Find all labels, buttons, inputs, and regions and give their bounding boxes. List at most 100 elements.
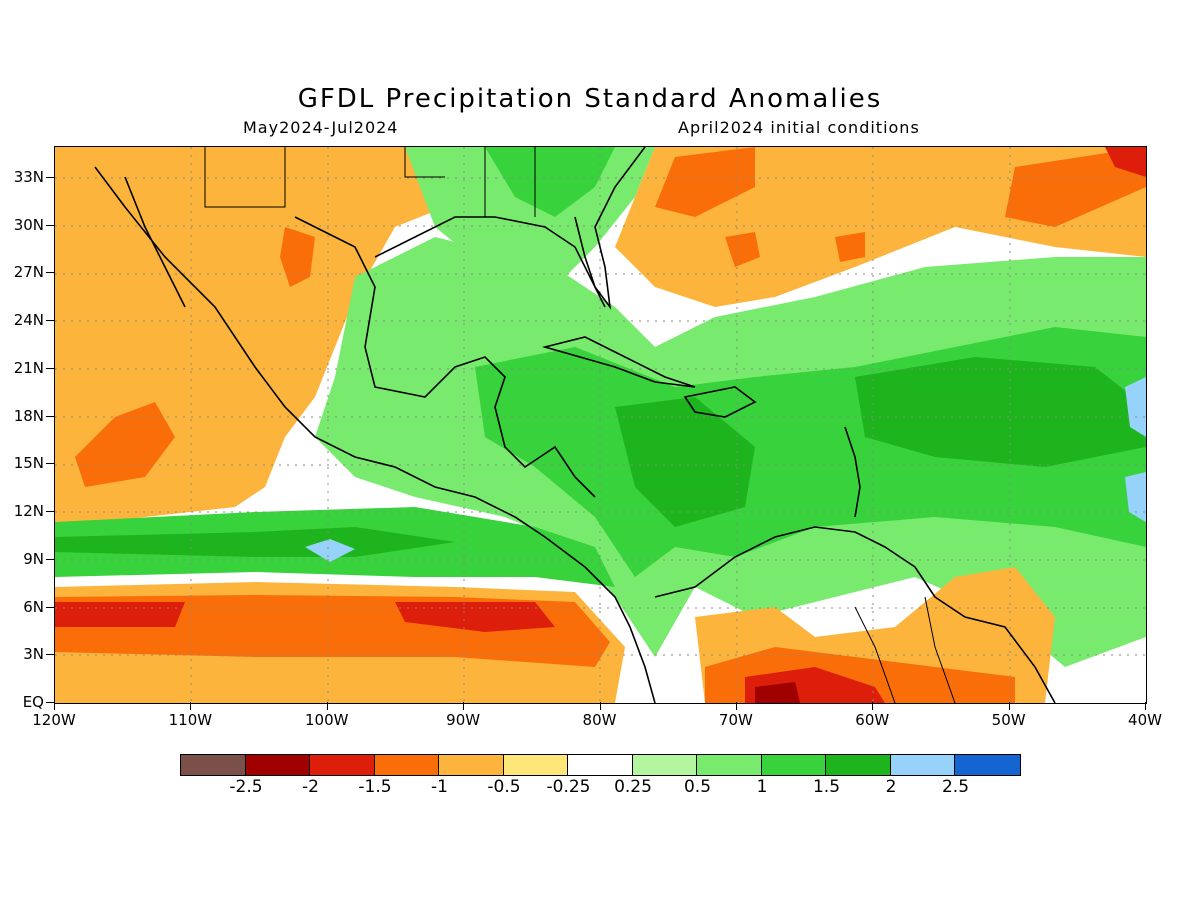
x-axis-tick: [1008, 702, 1010, 710]
coast-cuba: [541, 336, 696, 388]
x-axis-label: 40W: [1128, 711, 1162, 729]
x-axis-label: 100W: [305, 711, 349, 729]
colorbar-label: 1: [756, 777, 768, 797]
y-axis-tick: [46, 606, 54, 608]
y-axis-tick: [46, 511, 54, 513]
y-axis-tick: [46, 224, 54, 226]
y-axis-label: 27N: [13, 263, 44, 282]
y-axis-label: 30N: [13, 215, 44, 234]
wet-region-deep-2: [855, 357, 1146, 467]
y-axis-label: EQ: [22, 693, 44, 711]
colorbar-label: 0.25: [614, 777, 652, 797]
y-axis-tick: [46, 463, 54, 465]
map-canvas: [55, 147, 1146, 703]
colorbar-label: -2.5: [229, 777, 263, 797]
colorbar-label: 1.5: [812, 777, 841, 797]
dry-core-atlantic-4: [725, 232, 760, 267]
dry-band-south-deep: [55, 602, 185, 627]
y-axis-label: 33N: [13, 168, 44, 186]
colorbar-label: -1: [431, 777, 448, 797]
x-axis-label: 60W: [855, 711, 890, 729]
dry-region-mexico-light: [55, 187, 275, 467]
wet-region-florida-core: [485, 147, 615, 217]
anomaly-map: [54, 146, 1147, 704]
x-axis-label: 80W: [582, 711, 617, 729]
x-axis-label: 110W: [168, 711, 213, 729]
colorbar-swatch: [568, 755, 633, 775]
dry-core-atlantic-5: [835, 232, 865, 262]
y-axis-tick: [46, 558, 54, 560]
x-axis-tick: [1145, 702, 1146, 710]
y-axis-tick: [46, 272, 54, 274]
y-axis-tick: [46, 654, 54, 656]
initial-conditions: April2024 initial conditions: [678, 118, 920, 137]
coast-pacific-mexico: [94, 166, 656, 703]
colorbar-swatch: [632, 755, 697, 775]
wet-band-itcz-core: [55, 527, 455, 557]
graticule: [55, 147, 1146, 703]
dry-region-south-america-darkest: [755, 682, 800, 703]
colorbar-swatch: [245, 755, 310, 775]
colorbar-label: -1.5: [358, 777, 392, 797]
coast-south-america-north: [654, 526, 1056, 703]
dry-core-atlantic-3: [1105, 147, 1146, 177]
colorbar-swatch: [890, 755, 955, 775]
borders: [204, 147, 956, 703]
y-axis-label: 21N: [13, 358, 44, 377]
coastlines: [94, 147, 1056, 703]
colorbar-swatch: [761, 755, 826, 775]
y-axis-label: 12N: [13, 502, 44, 521]
y-axis-tick: [46, 177, 54, 178]
colorbar-label: -0.25: [546, 777, 591, 797]
y-axis-label: 9N: [23, 549, 44, 568]
wet-region-deep: [615, 397, 755, 527]
dry-core-atlantic-2: [1005, 147, 1146, 227]
colorbar-swatch: [955, 755, 1020, 775]
coast-lesser-antilles: [844, 426, 861, 518]
colorbar-swatch: [439, 755, 504, 775]
x-axis-label: 50W: [991, 711, 1026, 729]
chart-title: GFDL Precipitation Standard Anomalies: [297, 84, 883, 114]
wet-spot-blue-1: [1125, 377, 1146, 437]
y-axis-tick: [46, 320, 54, 322]
colorbar-label: 2: [885, 777, 897, 797]
y-axis-label: 3N: [23, 645, 44, 664]
coast-baja: [124, 176, 186, 308]
dry-core-mexico-2: [280, 227, 315, 287]
colorbar-swatch: [374, 755, 439, 775]
dry-band-south-deep-2: [395, 602, 555, 632]
coast-us-gulf: [374, 216, 606, 308]
x-axis-tick: [735, 702, 737, 710]
dry-core-atlantic-1: [655, 147, 755, 217]
y-axis-tick: [46, 702, 54, 703]
colorbar-label: -0.5: [487, 777, 521, 797]
y-axis-label: 18N: [13, 406, 44, 425]
coast-hispaniola: [683, 386, 757, 418]
colorbar: [180, 754, 1021, 776]
wet-spot-blue-3: [305, 539, 355, 562]
dry-core-mexico: [75, 402, 175, 487]
x-axis-tick: [872, 702, 874, 710]
y-axis-label: 6N: [23, 597, 44, 616]
y-axis-tick: [46, 415, 54, 417]
x-axis-label: 120W: [32, 711, 76, 729]
x-axis-label: 90W: [446, 711, 481, 729]
colorbar-label: 2.5: [941, 777, 970, 797]
coast-gulf: [294, 216, 596, 498]
colorbar-label: 0.5: [683, 777, 712, 797]
colorbar-swatch: [310, 755, 375, 775]
x-axis-tick: [326, 702, 328, 710]
y-axis-tick: [46, 367, 54, 369]
wet-spot-blue-2: [1125, 472, 1146, 522]
colorbar-swatch: [826, 755, 891, 775]
x-axis-tick: [190, 702, 192, 710]
x-axis-tick: [54, 702, 55, 710]
colorbar-label: -2: [302, 777, 319, 797]
colorbar-swatch: [181, 755, 246, 775]
y-axis-label: 24N: [13, 311, 44, 330]
colorbar-swatch: [697, 755, 762, 775]
colorbar-swatch: [503, 755, 568, 775]
forecast-period: May2024-Jul2024: [243, 118, 399, 137]
x-axis-tick: [463, 702, 465, 710]
x-axis-label: 70W: [718, 711, 753, 729]
